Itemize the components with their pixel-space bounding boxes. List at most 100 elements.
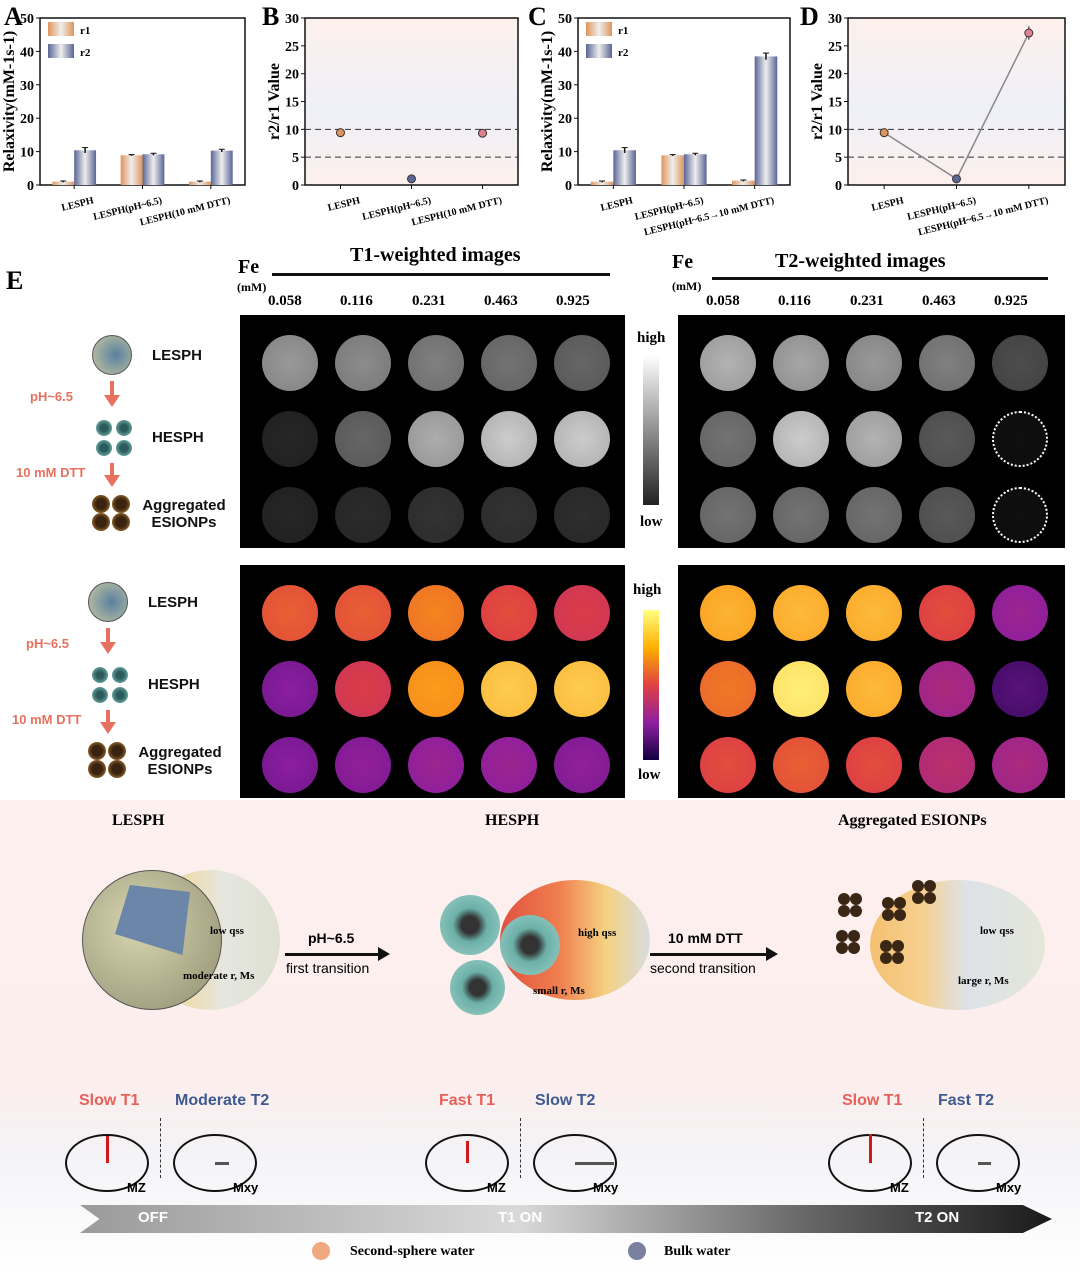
color-scale-high: high (633, 582, 662, 598)
concentration-label: 0.231 (850, 293, 884, 309)
mri-sample-well (846, 335, 902, 391)
state-t1-on: T1 ON (498, 1209, 543, 1226)
y-tick-label: 20 (20, 112, 34, 127)
arrow-stem (106, 628, 110, 642)
t2-title: T2-weighted images (775, 250, 946, 272)
bar-r2 (613, 150, 636, 185)
mri-sample-well (992, 411, 1048, 467)
y-tick-label: 5 (835, 151, 842, 166)
state-off: OFF (138, 1209, 168, 1226)
down-arrow-icon (100, 722, 116, 734)
y-tick-label: 20 (828, 68, 842, 83)
mri-sample-well (481, 661, 537, 717)
bar-r1 (590, 181, 614, 185)
mxy-vector-arrow (978, 1162, 991, 1165)
plot-background (848, 18, 1065, 185)
mri-sample-well (481, 487, 537, 543)
bar-r2 (210, 150, 233, 185)
mri-sample-well (846, 487, 902, 543)
bar-r2 (142, 154, 165, 185)
hesph-particle-icon (116, 420, 132, 436)
t1-relaxation-label: Slow T1 (79, 1092, 140, 1109)
mri-sample-well (700, 335, 756, 391)
transition1-condition: pH~6.5 (308, 930, 355, 946)
y-tick-label: 10 (558, 146, 572, 161)
bulk-water-icon (628, 1242, 646, 1260)
data-point (478, 128, 487, 138)
transition1-label: first transition (286, 960, 370, 976)
nanoparticle (912, 880, 924, 892)
aggregate-particle-icon (88, 760, 106, 778)
mri-sample-well (554, 661, 610, 717)
mri-sample-well (481, 411, 537, 467)
y-tick-label: 25 (828, 40, 842, 55)
hesph-particle-icon (92, 667, 108, 683)
mri-sample-well (773, 411, 829, 467)
agg-qss: low qss (980, 925, 1014, 937)
mri-sample-well (408, 585, 464, 641)
mxy-label: Mxy (593, 1180, 619, 1195)
mri-sample-well (262, 585, 318, 641)
legend-label-r2: r2 (618, 47, 629, 59)
nanoparticle (838, 905, 850, 917)
bar-r2 (754, 56, 778, 185)
nanoparticle (882, 909, 894, 921)
concentration-label: 0.463 (484, 293, 518, 309)
bar-r1 (661, 155, 684, 185)
mri-sample-well (700, 411, 756, 467)
nanoparticle (924, 880, 936, 892)
y-tick-label: 50 (20, 12, 34, 27)
x-tick-label: LESPH (327, 195, 362, 214)
plot-background (305, 18, 518, 185)
charts-abcd: 01020304050Relaxivity(mM-1s-1)LESPHLESPH… (1, 12, 1066, 238)
hesph-particle-icon (112, 687, 128, 703)
gray-scale-low: low (640, 514, 663, 530)
y-tick-label: 10 (828, 123, 842, 138)
mri-sample-well (554, 411, 610, 467)
step-ph: pH~6.5 (30, 389, 73, 404)
sample-label-aggregated: Aggregated ESIONPs (138, 744, 222, 778)
panel-label-e: E (6, 266, 24, 295)
nanoparticle (838, 893, 850, 905)
aggregate-particle-icon (112, 513, 130, 531)
hesph-particle (500, 915, 560, 975)
y-tick-label: 30 (20, 79, 34, 94)
lesph-qss: low qss (210, 925, 244, 937)
y-axis-label: Relaxivity(mM-1s-1) (539, 31, 556, 172)
hesph-particle-icon (92, 687, 108, 703)
mri-sample-well (335, 661, 391, 717)
mz-vector-arrow (106, 1136, 109, 1163)
mz-label: MZ (890, 1180, 909, 1195)
aggregate-particle-icon (108, 742, 126, 760)
lesph-particle-icon (92, 335, 132, 375)
mri-sample-well (262, 737, 318, 793)
t2-color-panel (678, 565, 1065, 798)
mri-sample-well (846, 411, 902, 467)
aggregate-particle-icon (112, 495, 130, 513)
mri-sample-well (919, 737, 975, 793)
mri-sample-well (992, 335, 1048, 391)
x-tick-label: LESPH (600, 195, 635, 214)
legend-label-r1: r1 (80, 25, 90, 37)
down-arrow-icon (104, 475, 120, 487)
mxy-ellipse (936, 1134, 1020, 1192)
nanoparticle (894, 897, 906, 909)
panel-label-b: B (262, 2, 280, 31)
hesph-particle-icon (96, 420, 112, 436)
mxy-ellipse (173, 1134, 257, 1192)
arrow-stem (110, 463, 114, 475)
mri-sample-well (700, 737, 756, 793)
mri-sample-well (700, 585, 756, 641)
y-tick-label: 40 (558, 45, 572, 60)
nanoparticle (880, 940, 892, 952)
mri-sample-well (992, 737, 1048, 793)
nanoparticle (882, 897, 894, 909)
step-dtt: 10 mM DTT (16, 465, 86, 480)
nanoparticle (892, 940, 904, 952)
bar-r1 (52, 181, 75, 185)
lesph-particle-icon (88, 582, 128, 622)
mz-vector-arrow (869, 1134, 872, 1163)
y-tick-label: 20 (558, 112, 572, 127)
hesph-particle-icon (96, 440, 112, 456)
concentration-label: 0.925 (994, 293, 1028, 309)
